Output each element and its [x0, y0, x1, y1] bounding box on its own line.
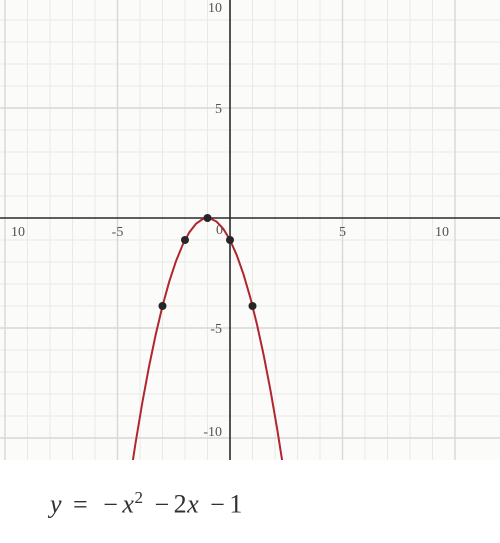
svg-text:-5: -5 [112, 225, 124, 240]
eq-lhs: y [50, 490, 62, 519]
svg-text:-5: -5 [210, 322, 222, 337]
svg-text:5: 5 [215, 102, 222, 117]
equation: y = −x2 −2x −1 [0, 460, 500, 520]
svg-text:5: 5 [339, 225, 346, 240]
svg-text:10: 10 [11, 225, 25, 240]
eq-equals: = [73, 490, 88, 519]
eq-t3-const: 1 [229, 490, 243, 519]
svg-text:-10: -10 [203, 425, 222, 440]
svg-text:10: 10 [435, 225, 449, 240]
eq-t1-sign: − [103, 490, 118, 519]
eq-t1-var: x [122, 490, 134, 519]
eq-t2-var: x [187, 490, 199, 519]
eq-t1-exp: 2 [134, 488, 143, 507]
eq-t3-sign: − [210, 490, 225, 519]
parabola-chart: 10-5510105-5-100 [0, 0, 500, 460]
eq-t2-sign: − [154, 490, 169, 519]
chart-svg: 10-5510105-5-100 [0, 0, 500, 460]
eq-t2-coef: 2 [174, 490, 188, 519]
svg-text:10: 10 [208, 1, 222, 16]
